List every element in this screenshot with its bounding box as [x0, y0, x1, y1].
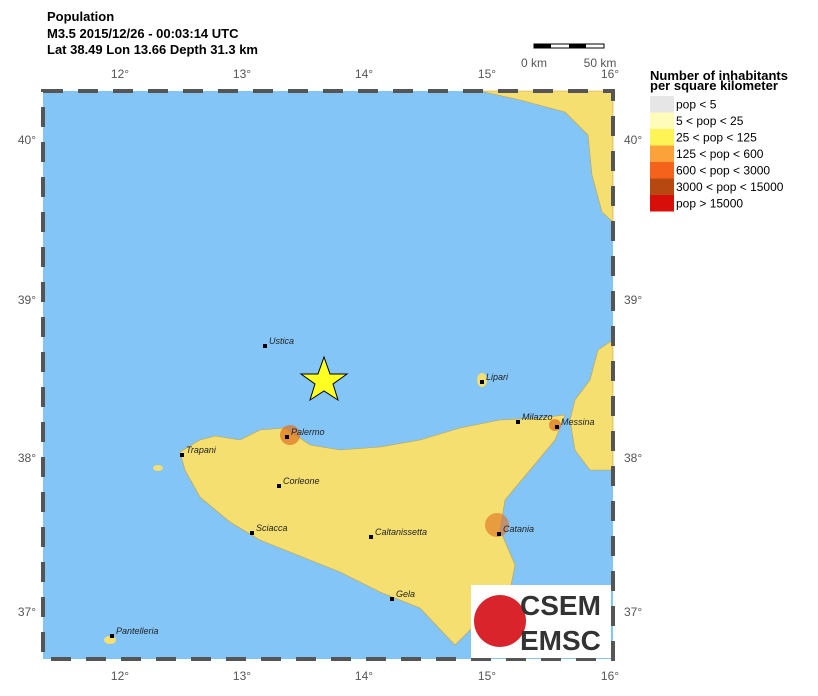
legend-swatch [650, 96, 674, 113]
lon-label: 16° [601, 67, 619, 81]
legend-swatch [650, 129, 674, 146]
lat-label: 40° [624, 133, 642, 147]
city-marker [516, 420, 520, 424]
lat-label: 40° [18, 133, 36, 147]
city-label: Corleone [283, 476, 320, 486]
city-label: Lipari [486, 372, 509, 382]
lat-label: 38° [18, 451, 36, 465]
legend-swatch [650, 112, 674, 129]
city-label: Pantelleria [116, 626, 159, 636]
city-marker [369, 535, 373, 539]
city-marker [555, 425, 559, 429]
legend-swatch [650, 195, 674, 212]
city-label: Sciacca [256, 523, 288, 533]
logo: CSEM EMSC [471, 585, 611, 658]
lon-label: 13° [233, 669, 251, 683]
city-marker [497, 532, 501, 536]
logo-text: CSEM [520, 590, 601, 621]
city-marker [180, 453, 184, 457]
legend-label: 3000 < pop < 15000 [676, 180, 784, 194]
lon-label: 15° [478, 669, 496, 683]
city-marker [263, 344, 267, 348]
city-label: Catania [503, 524, 534, 534]
city-label: Trapani [186, 445, 217, 455]
title: Population [47, 9, 114, 24]
city-label: Caltanissetta [375, 527, 427, 537]
city-label: Palermo [291, 427, 325, 437]
legend-label: 25 < pop < 125 [676, 131, 757, 145]
lat-label: 38° [624, 451, 642, 465]
city-label: Gela [396, 589, 415, 599]
city-marker [285, 435, 289, 439]
lon-label: 12° [111, 67, 129, 81]
lon-label: 14° [355, 669, 373, 683]
city-marker [390, 597, 394, 601]
legend-label: 125 < pop < 600 [676, 147, 764, 161]
legend-label: 600 < pop < 3000 [676, 164, 770, 178]
scale-label: 0 km [521, 56, 547, 70]
logo-text: EMSC [520, 625, 601, 656]
lon-label: 12° [111, 669, 129, 683]
lon-label: 16° [601, 669, 619, 683]
event-line: M3.5 2015/12/26 - 00:03:14 UTC [47, 26, 239, 41]
legend-title: Number of inhabitants [650, 68, 788, 83]
legend-label: pop < 5 [676, 98, 717, 112]
scale-bar [533, 43, 605, 49]
legend-label: pop > 15000 [676, 197, 743, 211]
city-label: Ustica [269, 336, 294, 346]
scale-label: 50 km [584, 56, 617, 70]
legend-label: 5 < pop < 25 [676, 114, 744, 128]
city-label: Milazzo [522, 412, 553, 422]
city-marker [110, 634, 114, 638]
lat-label: 37° [624, 605, 642, 619]
city-label: Messina [561, 417, 595, 427]
lon-label: 14° [355, 67, 373, 81]
legend-title: per square kilometer [650, 78, 778, 93]
city-marker [277, 484, 281, 488]
lon-label: 15° [478, 67, 496, 81]
city-marker [250, 531, 254, 535]
lat-label: 37° [18, 605, 36, 619]
legend-swatch [650, 145, 674, 162]
location-line: Lat 38.49 Lon 13.66 Depth 31.3 km [47, 42, 258, 57]
lat-label: 39° [18, 293, 36, 307]
map-area [41, 89, 615, 661]
legend-swatch [650, 162, 674, 179]
legend-swatch [650, 178, 674, 195]
lat-label: 39° [624, 293, 642, 307]
city-marker [480, 380, 484, 384]
lon-label: 13° [233, 67, 251, 81]
